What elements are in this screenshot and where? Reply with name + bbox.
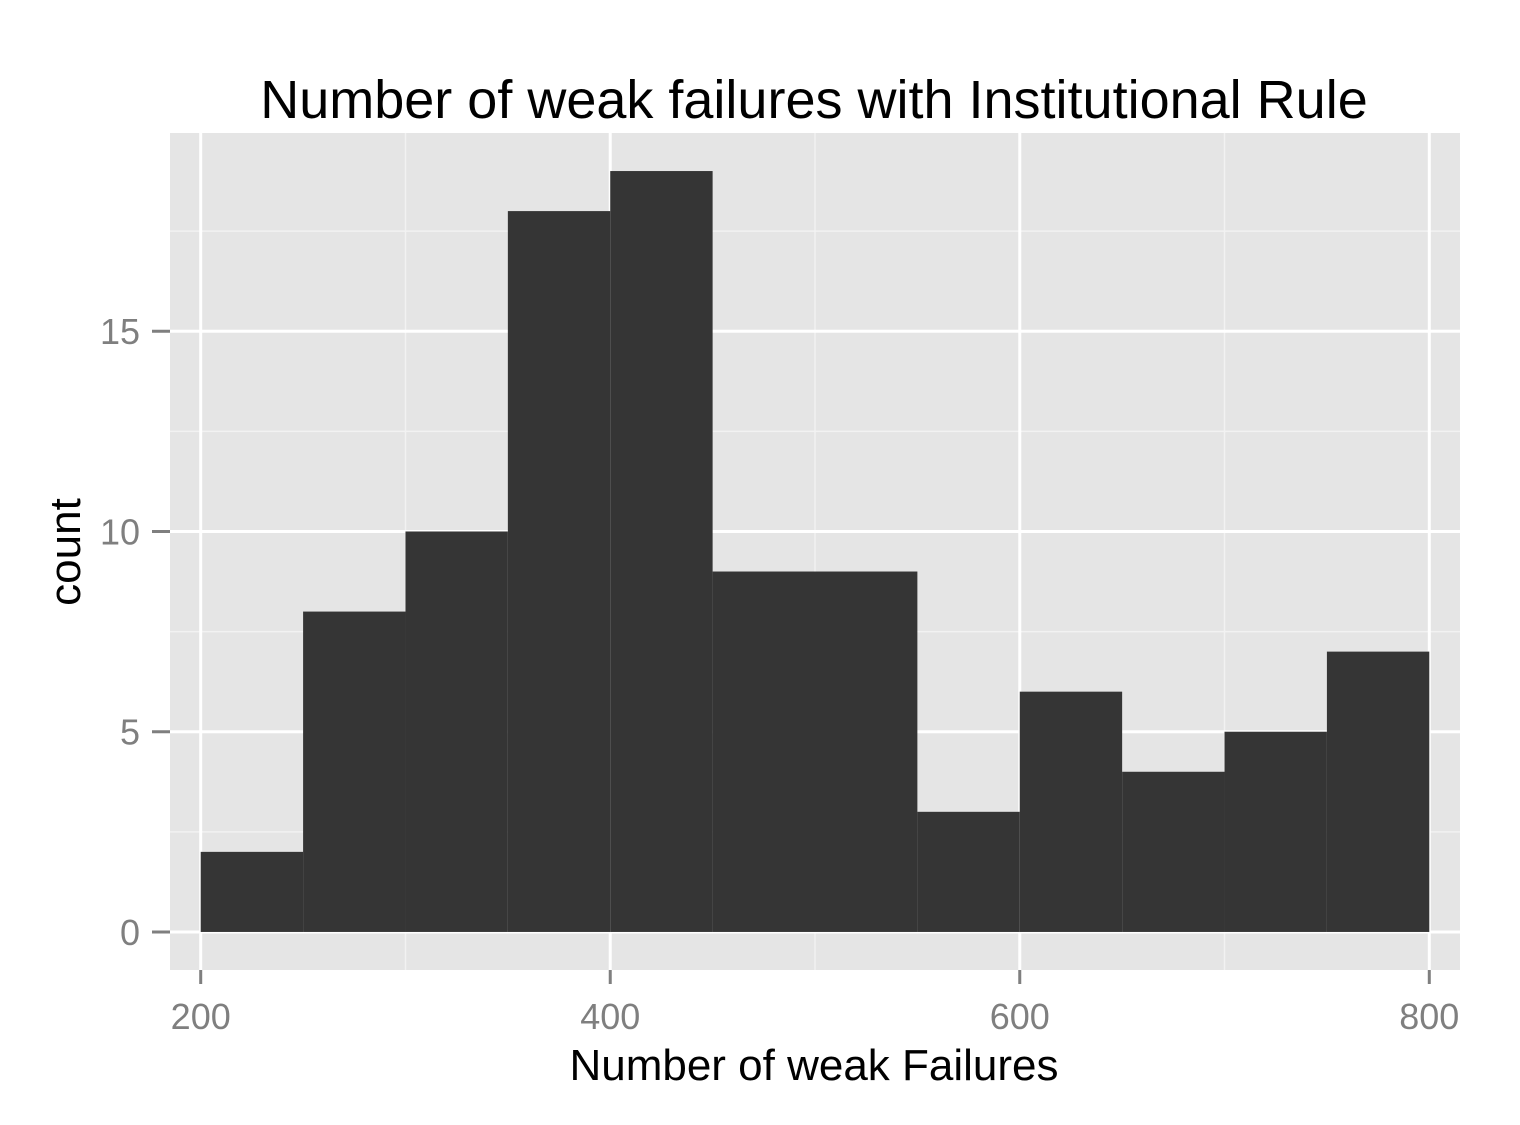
histogram-bar <box>1019 691 1123 932</box>
histogram-bar <box>200 851 304 932</box>
x-tick-label: 800 <box>1399 996 1459 1037</box>
y-axis-title: count <box>41 498 90 606</box>
y-tick-label: 5 <box>120 712 140 753</box>
y-tick-label: 15 <box>100 311 140 352</box>
histogram-bar <box>405 531 508 932</box>
histogram-bar <box>1326 651 1430 932</box>
histogram-bar <box>507 211 611 932</box>
y-tick-label: 10 <box>100 511 140 552</box>
chart-title: Number of weak failures with Institution… <box>260 70 1368 130</box>
histogram-bar <box>712 571 815 932</box>
x-tick-label: 600 <box>990 996 1050 1037</box>
x-axis-title: Number of weak Failures <box>569 1041 1058 1090</box>
histogram-bar <box>917 811 1020 932</box>
y-tick-label: 0 <box>120 912 140 953</box>
x-tick-label: 200 <box>171 996 231 1037</box>
histogram-bar <box>303 611 406 932</box>
histogram-bars <box>200 171 1430 932</box>
histogram-bar <box>815 571 918 932</box>
x-tick-label: 400 <box>580 996 640 1037</box>
histogram-bar <box>610 171 713 932</box>
x-axis: 200 400 600 800 <box>171 970 1459 1037</box>
histogram-bar <box>1224 731 1327 932</box>
histogram-bar <box>1122 771 1225 932</box>
y-axis: 0 5 10 15 <box>100 311 170 953</box>
